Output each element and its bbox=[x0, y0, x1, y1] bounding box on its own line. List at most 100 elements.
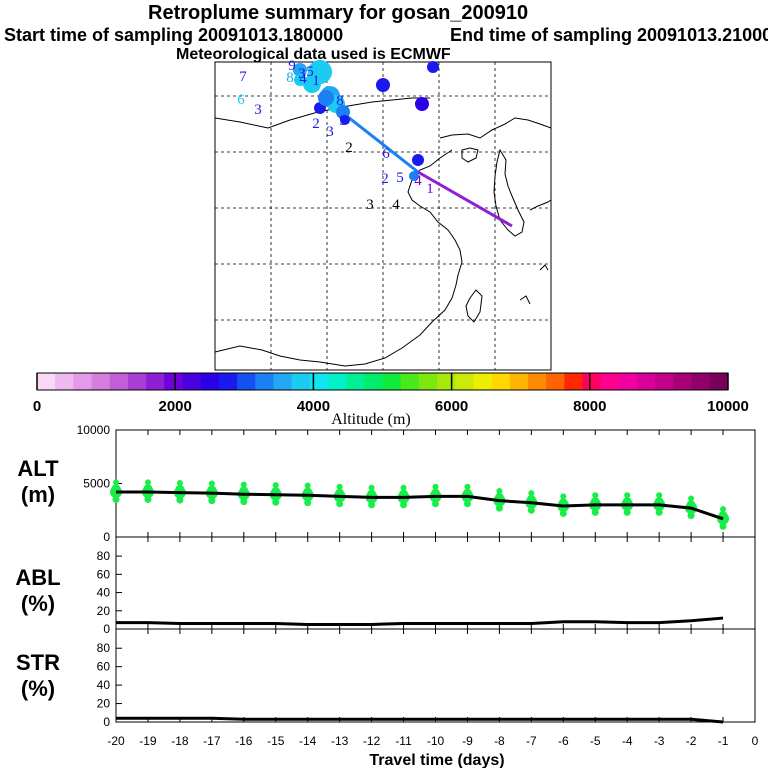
x-tick-label: -17 bbox=[203, 734, 221, 748]
plume-dot bbox=[294, 74, 306, 86]
colorbar-segment bbox=[564, 373, 584, 390]
alt-scatter-point bbox=[368, 501, 376, 509]
panel-alt: 0 5000 10000 bbox=[77, 423, 756, 544]
alt-scatter-point bbox=[112, 496, 120, 504]
colorbar-tick-label: 8000 bbox=[573, 398, 606, 415]
abl-label: ABL bbox=[15, 565, 61, 590]
alt-scatter-point bbox=[623, 508, 631, 516]
colorbar-segment bbox=[527, 373, 547, 390]
colorbar-segment bbox=[437, 373, 456, 390]
alt-scatter-point bbox=[304, 499, 312, 507]
y-tick-label: 40 bbox=[97, 678, 111, 692]
x-tick-label: -2 bbox=[686, 734, 697, 748]
y-tick-label: 10000 bbox=[77, 423, 111, 437]
plume-dot bbox=[376, 78, 390, 92]
y-tick-label: 0 bbox=[103, 715, 110, 729]
x-tick-label: -9 bbox=[462, 734, 473, 748]
alt-scatter-point bbox=[496, 487, 503, 494]
alt-scatter-point bbox=[495, 504, 503, 512]
colorbar-segment bbox=[55, 373, 74, 390]
y-tick-label: 40 bbox=[97, 586, 111, 600]
alt-scatter-point bbox=[176, 479, 183, 486]
colorbar-segment bbox=[255, 373, 274, 390]
x-tick-label: -6 bbox=[558, 734, 569, 748]
x-tick-label: -8 bbox=[494, 734, 505, 748]
colorbar-segment bbox=[691, 373, 711, 390]
alt-scatter-point bbox=[560, 493, 567, 500]
x-tick-label: -18 bbox=[171, 734, 189, 748]
alt-scatter-point bbox=[463, 500, 471, 508]
colorbar-segment bbox=[618, 373, 638, 390]
x-tick-label: -5 bbox=[590, 734, 601, 748]
day-marker-label: 5 bbox=[396, 170, 404, 186]
map-frame bbox=[214, 61, 552, 371]
colorbar-segment bbox=[327, 373, 347, 390]
day-marker-label: 7 bbox=[239, 69, 247, 85]
colorbar-segment bbox=[491, 373, 511, 390]
alt-scatter-point bbox=[304, 482, 311, 489]
alt-series-line bbox=[116, 490, 724, 521]
colorbar-segment bbox=[637, 373, 656, 390]
colorbar-segment bbox=[709, 373, 729, 390]
colorbar-segment bbox=[600, 373, 620, 390]
alt-scatter-point bbox=[272, 482, 279, 489]
str-label: STR bbox=[16, 650, 60, 675]
plume-dot bbox=[415, 97, 429, 111]
plume-dot bbox=[340, 115, 350, 125]
colorbar-segment bbox=[455, 373, 474, 390]
str-unit: (%) bbox=[20, 676, 56, 701]
colorbar-segment bbox=[182, 373, 202, 390]
plume-dot bbox=[293, 63, 307, 77]
x-tick-label: -19 bbox=[139, 734, 157, 748]
alt-scatter-point bbox=[240, 481, 247, 488]
alt-scatter-point bbox=[591, 508, 599, 516]
colorbar-segment bbox=[673, 373, 693, 390]
alt-scatter-point bbox=[432, 500, 439, 508]
colorbar-segment bbox=[109, 373, 129, 390]
colorbar-tick-label: 10000 bbox=[707, 398, 749, 415]
alt-scatter-point bbox=[208, 480, 215, 487]
day-marker-label: 6 bbox=[237, 92, 245, 108]
alt-scatter-point bbox=[656, 492, 663, 499]
alt-scatter-point bbox=[655, 508, 663, 516]
y-tick-label: 20 bbox=[97, 604, 111, 618]
alt-scatter-point bbox=[400, 501, 408, 509]
colorbar-segment bbox=[164, 373, 183, 390]
alt-scatter-point bbox=[559, 509, 567, 517]
alt-unit: (m) bbox=[20, 482, 56, 507]
coastline bbox=[214, 97, 552, 367]
day-marker-label: 9 bbox=[288, 58, 296, 74]
alt-scatter-point bbox=[336, 500, 344, 508]
colorbar-segment bbox=[346, 373, 365, 390]
alt-scatter-point bbox=[720, 506, 727, 513]
day-marker-label: 3 bbox=[254, 102, 262, 118]
alt-scatter-point bbox=[528, 490, 535, 497]
day-marker-label: 2 bbox=[345, 140, 353, 156]
colorbar-segment bbox=[582, 373, 602, 390]
x-tick-label: -11 bbox=[395, 734, 412, 748]
alt-scatter-point bbox=[719, 522, 727, 530]
day-marker-label: 4 bbox=[414, 173, 422, 189]
day-marker-label: 1 bbox=[312, 73, 320, 89]
colorbar-segment bbox=[73, 373, 93, 390]
colorbar-ticks: 0 2000 4000 6000 8000 10000 bbox=[33, 373, 749, 415]
alt-scatter-point bbox=[592, 492, 599, 499]
x-tick-label: -10 bbox=[427, 734, 445, 748]
day-marker-label: 8 bbox=[336, 93, 344, 109]
abl-series-line bbox=[116, 616, 724, 626]
plume-dot bbox=[318, 90, 334, 106]
str-panel-label: STR (%) bbox=[3, 650, 73, 702]
colorbar-tick-label: 6000 bbox=[435, 398, 468, 415]
day-marker-label: 1 bbox=[426, 181, 434, 197]
abl-unit: (%) bbox=[20, 591, 56, 616]
colorbar-segment bbox=[237, 373, 256, 390]
alt-scatter-point bbox=[272, 498, 280, 506]
colorbar-tick-label: 4000 bbox=[297, 398, 330, 415]
y-tick-label: 20 bbox=[97, 697, 111, 711]
colorbar-segment bbox=[655, 373, 674, 390]
x-axis-label: Travel time (days) bbox=[369, 752, 504, 768]
alt-scatter-point bbox=[527, 506, 535, 514]
colorbar-segment bbox=[91, 373, 111, 390]
colorbar-segment bbox=[127, 373, 147, 390]
